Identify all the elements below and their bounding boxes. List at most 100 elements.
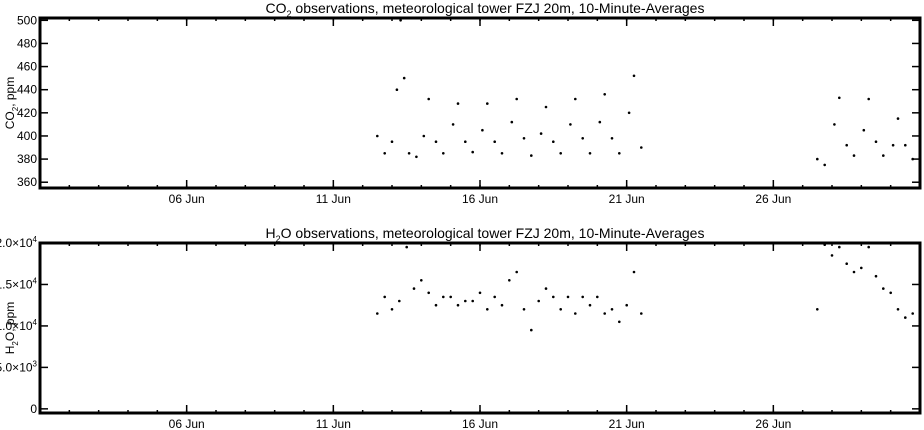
data-point (486, 102, 489, 105)
data-point (603, 93, 606, 96)
y-tick-label: 500 (17, 13, 37, 27)
data-point (896, 308, 900, 311)
y-tick-label: 480 (17, 36, 37, 50)
data-point (552, 295, 555, 299)
data-point (481, 128, 484, 132)
data-point (434, 140, 438, 143)
y-tick-label: 360 (17, 175, 37, 189)
data-point (845, 143, 848, 147)
data-point (442, 295, 445, 299)
data-point (874, 274, 878, 278)
chart-title: H2O observations, meteorological tower F… (266, 225, 705, 244)
data-point (610, 137, 614, 140)
data-point (539, 132, 543, 135)
data-point (434, 303, 438, 307)
data-point (407, 152, 411, 155)
data-point (559, 152, 562, 155)
data-point (544, 105, 548, 109)
data-point (464, 299, 467, 303)
data-point (596, 295, 599, 299)
x-tick-label: 11 Jun (316, 192, 351, 206)
x-tick-label: 06 Jun (169, 417, 205, 430)
y-tick-label: 460 (17, 60, 37, 74)
data-point (569, 123, 572, 126)
data-point (603, 312, 606, 315)
data-point (486, 308, 489, 311)
data-point (412, 287, 416, 290)
data-point (618, 152, 621, 155)
data-point (420, 279, 423, 282)
x-tick-label: 26 Jun (755, 192, 791, 206)
data-point (508, 279, 511, 282)
data-point (852, 270, 856, 274)
data-point (640, 146, 643, 149)
data-point (464, 140, 467, 143)
y-tick-label: 0 (30, 402, 37, 416)
data-point (456, 303, 460, 307)
data-point (816, 308, 819, 311)
data-point (588, 152, 592, 155)
data-point (867, 97, 870, 101)
data-point (823, 163, 826, 167)
data-point (493, 295, 497, 299)
data-point (891, 143, 895, 147)
data-point (515, 270, 518, 274)
y-axis-label: CO2, ppm (3, 77, 20, 129)
data-point (904, 143, 907, 147)
data-point (845, 262, 848, 266)
y-tick-label: 400 (17, 129, 37, 143)
data-point (530, 154, 533, 157)
data-point (376, 134, 379, 138)
data-point (911, 312, 914, 315)
x-tick-label: 21 Jun (609, 192, 645, 206)
data-point (559, 308, 562, 311)
data-point (627, 111, 631, 115)
data-point (610, 308, 614, 311)
data-point (874, 140, 878, 143)
data-point (889, 291, 892, 295)
data-point (598, 120, 602, 124)
data-point (860, 266, 863, 270)
data-point (415, 155, 418, 159)
data-point (530, 328, 533, 332)
data-point (398, 299, 401, 303)
y-tick-label: 380 (17, 152, 37, 166)
series-points (376, 243, 922, 332)
y-tick-label: 1.5×104 (0, 276, 38, 291)
data-point (427, 291, 431, 295)
data-point (882, 287, 885, 290)
h2o-panel: H2O observations, meteorological tower F… (0, 225, 922, 430)
data-point (838, 245, 841, 249)
data-point (830, 254, 834, 257)
x-tick-label: 06 Jun (169, 192, 205, 206)
data-point (544, 287, 548, 290)
series-points (376, 19, 922, 167)
data-point (618, 320, 621, 324)
data-point (896, 117, 900, 120)
x-tick-label: 16 Jun (462, 192, 498, 206)
data-point (471, 150, 475, 154)
data-point (390, 308, 394, 311)
y-tick-label: 5.0×103 (0, 359, 38, 374)
x-tick-label: 26 Jun (755, 417, 791, 430)
data-point (427, 97, 431, 101)
data-point (383, 152, 387, 155)
chart-title: CO2 observations, meteorological tower F… (266, 0, 705, 19)
data-point (904, 316, 907, 319)
data-point (376, 312, 379, 315)
data-point (515, 97, 518, 101)
data-point (581, 295, 584, 299)
data-point (566, 295, 570, 299)
data-point (522, 137, 526, 140)
data-point (838, 96, 841, 100)
data-point (500, 152, 504, 155)
data-point (833, 123, 836, 126)
data-point (390, 140, 394, 143)
y-axis-label: H2O, ppm (3, 302, 20, 354)
data-point (510, 120, 514, 124)
data-point (574, 97, 577, 101)
data-point (402, 76, 406, 80)
data-point (500, 303, 504, 307)
data-point (395, 88, 399, 91)
